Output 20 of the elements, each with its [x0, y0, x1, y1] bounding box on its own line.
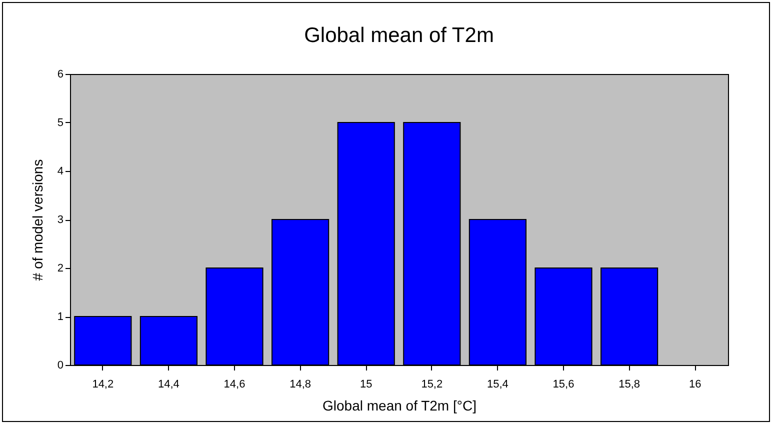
- x-tick-label: 16: [688, 378, 702, 390]
- y-tick-label: 1: [57, 311, 64, 323]
- x-tick-label: 15: [360, 378, 372, 390]
- x-tick-label: 14,8: [290, 378, 312, 390]
- x-tick-label: 15,8: [618, 378, 640, 390]
- y-axis-title: # of model versions: [29, 159, 46, 281]
- y-tick-label: 0: [57, 360, 64, 372]
- chart-title: Global mean of T2m: [304, 24, 494, 47]
- x-tick-label: 14,4: [158, 378, 180, 390]
- x-tick-label: 14,6: [224, 378, 246, 390]
- x-tick-label: 15,4: [486, 378, 508, 390]
- y-tick-label: 3: [57, 214, 64, 226]
- x-tick-label: 15,6: [552, 378, 574, 390]
- y-tick-label: 6: [57, 68, 64, 80]
- x-tick-label: 14,2: [92, 378, 114, 390]
- y-tick-label: 2: [57, 262, 64, 274]
- x-axis-title: Global mean of T2m [°C]: [322, 398, 476, 414]
- x-tick-label: 15,2: [421, 378, 443, 390]
- y-tick-label: 4: [57, 166, 64, 178]
- y-tick-label: 5: [57, 117, 64, 129]
